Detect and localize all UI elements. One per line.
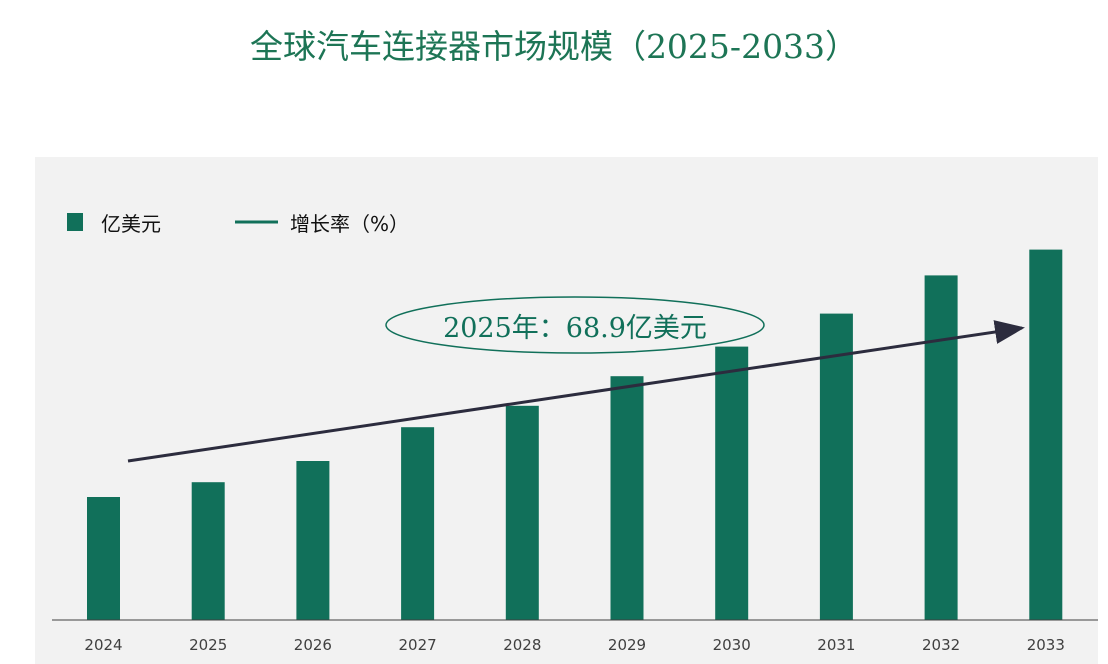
x-tick-label-2033: 2033 <box>1027 636 1065 654</box>
x-tick-label-2031: 2031 <box>817 636 855 654</box>
x-tick-label-2027: 2027 <box>399 636 437 654</box>
bar-2024 <box>87 497 120 620</box>
x-tick-label-2029: 2029 <box>608 636 646 654</box>
x-tick-label-2028: 2028 <box>503 636 541 654</box>
bar-2029 <box>610 376 644 620</box>
annotation-text: 2025年：68.9亿美元 <box>443 313 707 344</box>
chart-title: 全球汽车连接器市场规模（2025-2033） <box>249 27 859 66</box>
bar-2027 <box>401 427 435 620</box>
bar-2031 <box>819 313 853 620</box>
bar-2033 <box>1029 249 1063 620</box>
legend-bar-label: 亿美元 <box>101 212 161 236</box>
trend-arrow <box>127 320 1025 463</box>
x-tick-label-2025: 2025 <box>189 636 227 654</box>
bar-2026 <box>296 461 330 620</box>
x-tick-label-2026: 2026 <box>294 636 332 654</box>
x-tick-label-2030: 2030 <box>713 636 751 654</box>
bars-group <box>87 249 1063 620</box>
bar-2028 <box>505 405 539 620</box>
legend-bar-swatch <box>67 213 83 231</box>
x-tick-labels: 2024 2025 2026 2027 2028 2029 2030 2031 2032 2033 <box>84 636 1064 654</box>
legend-line-label: 增长率（%） <box>290 212 409 236</box>
x-tick-label-2024: 2024 <box>84 636 122 654</box>
bar-2030 <box>715 346 749 620</box>
x-tick-label-2032: 2032 <box>922 636 960 654</box>
bar-2032 <box>924 275 958 620</box>
bar-2025 <box>191 482 225 620</box>
annotation-ellipse <box>385 296 765 354</box>
